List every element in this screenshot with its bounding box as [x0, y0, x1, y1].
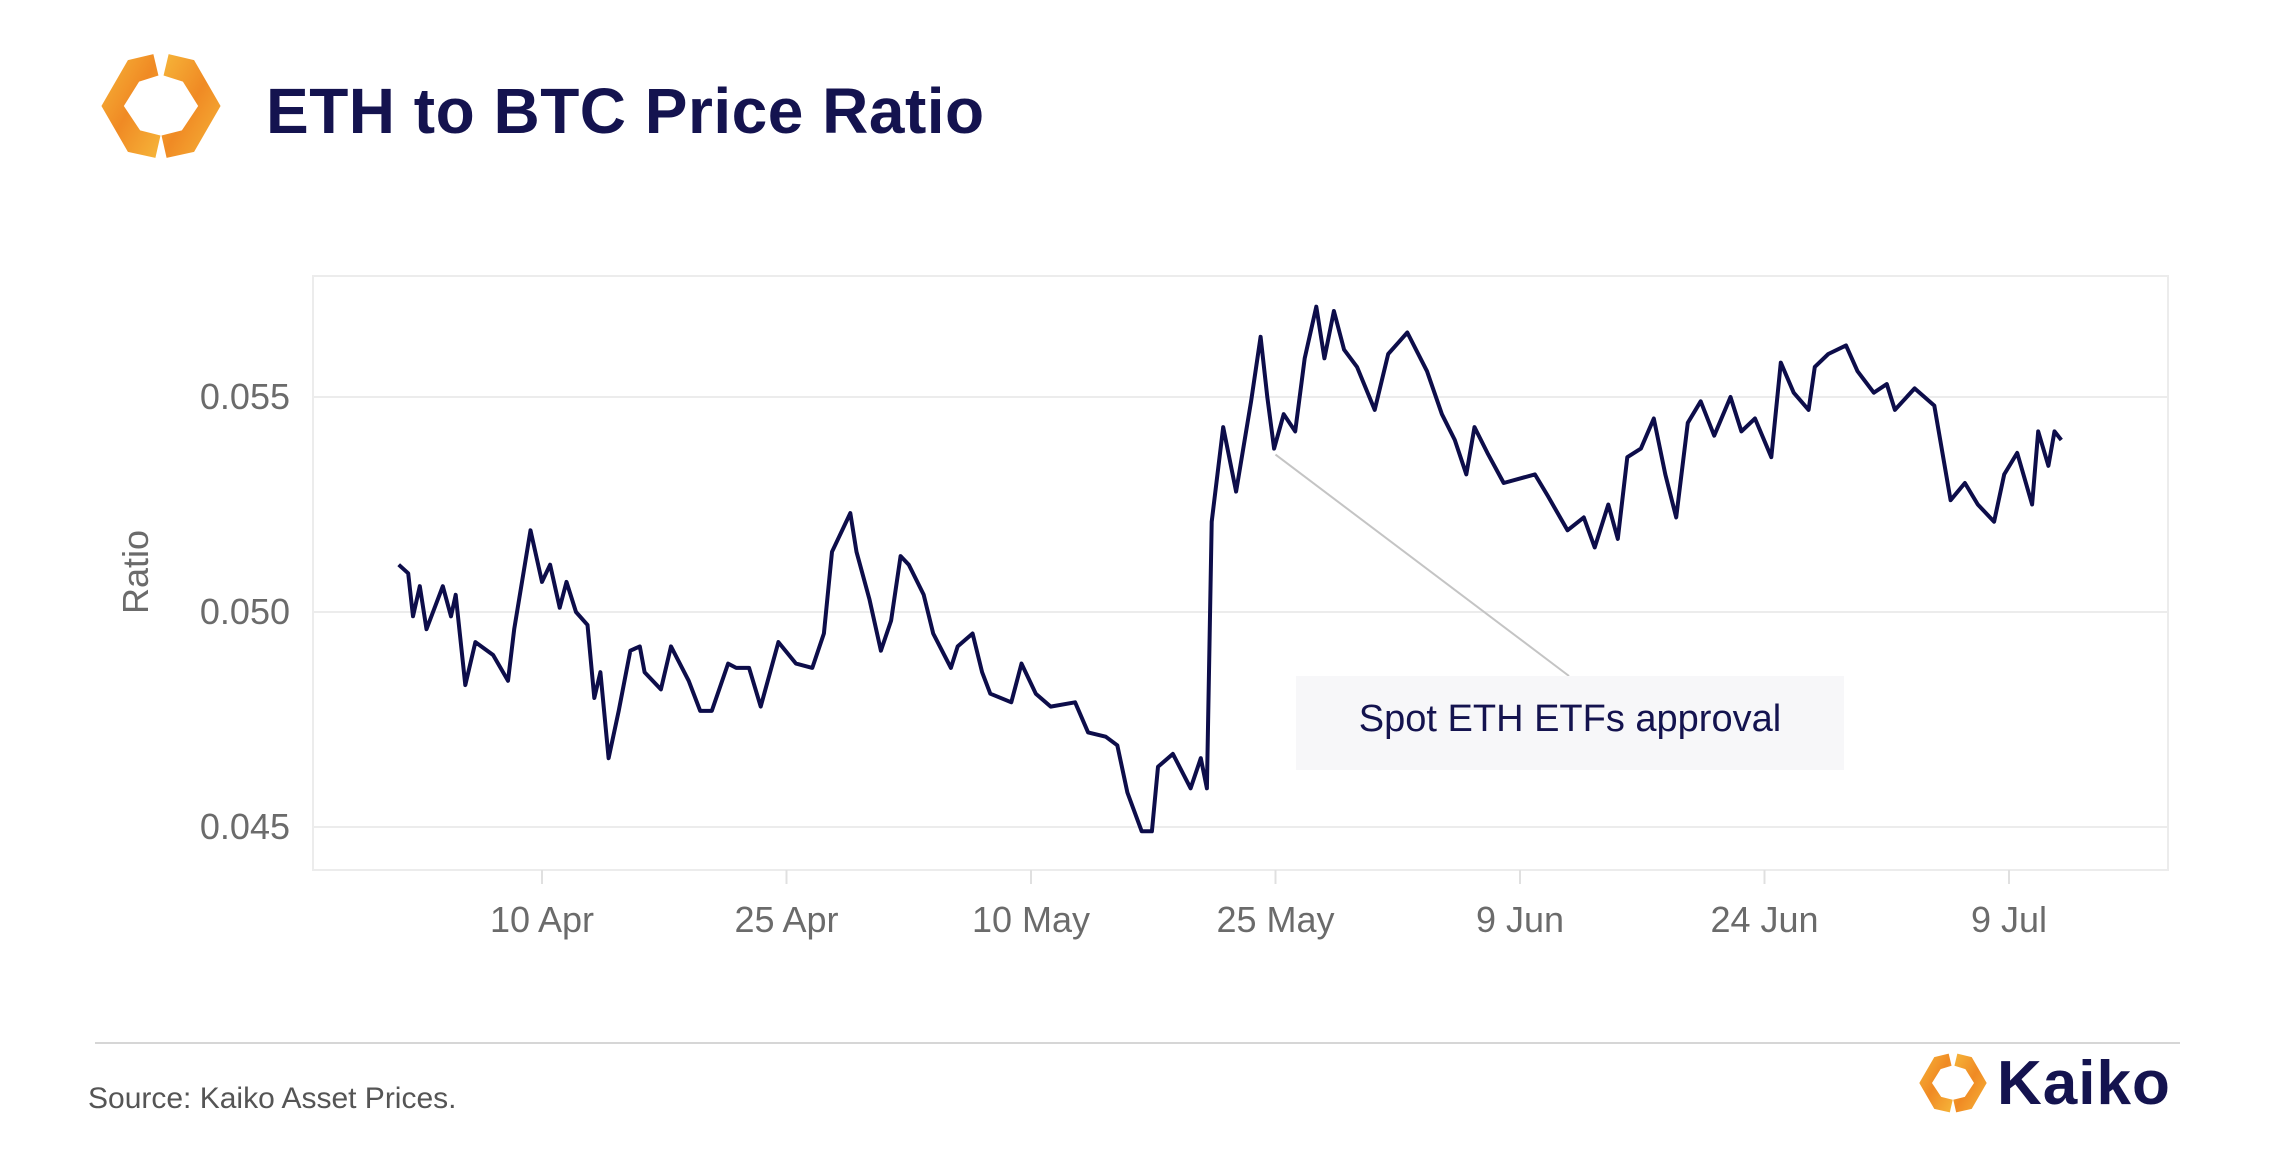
- y-axis: 0.045 0.050 0.055: [200, 376, 290, 847]
- x-tick-label: 10 May: [972, 899, 1090, 940]
- x-tick-label: 9 Jul: [1971, 899, 2047, 940]
- kaiko-logo-icon: [101, 54, 221, 158]
- grid: [313, 396, 2168, 828]
- x-tick-label: 25 Apr: [734, 899, 838, 940]
- footer-divider: [95, 1042, 2180, 1044]
- x-tick-label: 24 Jun: [1710, 899, 1818, 940]
- source-note: Source: Kaiko Asset Prices.: [88, 1082, 457, 1115]
- x-tick-label: 25 May: [1216, 899, 1334, 940]
- annotation-leader-line: [1274, 453, 1570, 677]
- brand-logo: Kaiko: [1917, 1048, 2171, 1118]
- kaiko-small-logo-icon: [1919, 1053, 1987, 1113]
- page-title: ETH to BTC Price Ratio: [266, 75, 985, 147]
- brand-name: Kaiko: [1997, 1048, 2171, 1118]
- x-axis: 10 Apr 25 Apr 10 May 25 May 9 Jun 24 Jun 9 Jul: [490, 870, 2047, 940]
- y-tick-label: 0.050: [200, 591, 290, 632]
- annotation-text: Spot ETH ETFs approval: [1358, 698, 1782, 740]
- y-tick-label: 0.055: [200, 376, 290, 417]
- y-tick-label: 0.045: [200, 806, 290, 847]
- annotation-box: Spot ETH ETFs approval: [1296, 676, 1844, 770]
- x-tick-label: 10 Apr: [490, 899, 594, 940]
- y-axis-label: Ratio: [115, 530, 156, 614]
- x-tick-label: 9 Jun: [1476, 899, 1564, 940]
- series-line: [397, 304, 2063, 834]
- plot-frame: [312, 275, 2169, 871]
